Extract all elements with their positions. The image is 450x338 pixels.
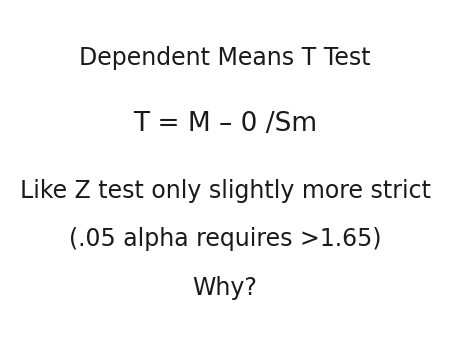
Text: Like Z test only slightly more strict: Like Z test only slightly more strict [19, 179, 431, 203]
Text: Why?: Why? [193, 276, 257, 300]
Text: (.05 alpha requires >1.65): (.05 alpha requires >1.65) [69, 227, 381, 251]
Text: T = M – 0 /Sm: T = M – 0 /Sm [133, 111, 317, 137]
Text: Dependent Means T Test: Dependent Means T Test [79, 46, 371, 70]
